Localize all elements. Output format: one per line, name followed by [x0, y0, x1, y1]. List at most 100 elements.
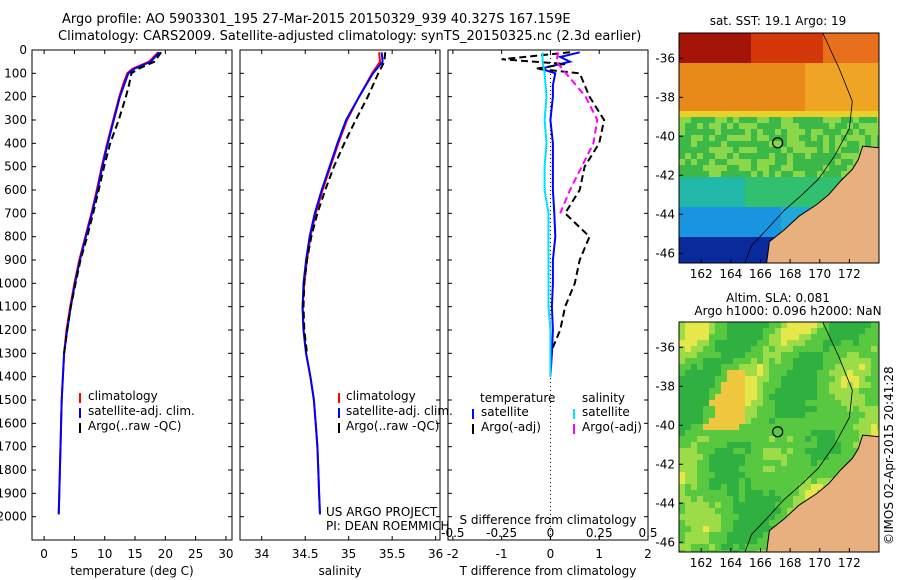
map-cell	[679, 394, 686, 401]
map-cell	[763, 231, 770, 238]
map-cell	[769, 406, 776, 413]
map-cell	[835, 418, 842, 425]
map-cell	[763, 526, 770, 533]
map-cell	[793, 33, 800, 40]
map-cell	[703, 207, 710, 214]
map-cell	[757, 51, 764, 58]
map-cell	[841, 111, 848, 118]
map-cell	[877, 358, 879, 365]
map-cell	[805, 472, 812, 479]
map-cell	[685, 207, 692, 214]
map-cell	[697, 442, 704, 449]
map-cell	[859, 33, 866, 40]
map-cell	[841, 129, 848, 136]
map-cell	[745, 249, 752, 256]
map-cell	[829, 69, 836, 76]
map-cell	[829, 442, 836, 449]
map-cell	[763, 412, 770, 419]
map-cell	[829, 352, 836, 359]
map-cell	[781, 418, 788, 425]
map-cell	[793, 129, 800, 136]
map-cell	[835, 45, 842, 52]
map-cell	[763, 448, 770, 455]
map-cell	[871, 406, 878, 413]
map-cell	[769, 442, 776, 449]
map-cell	[733, 424, 740, 431]
map-cell	[781, 406, 788, 413]
map-cell	[697, 87, 704, 94]
map-cell	[697, 225, 704, 232]
map-cell	[685, 213, 692, 220]
map-cell	[799, 165, 806, 172]
map-cell	[679, 213, 686, 220]
map-cell	[823, 382, 830, 389]
pi-annotation: PI: DEAN ROEMMICH	[326, 519, 449, 533]
map-cell	[793, 370, 800, 377]
map-cell	[751, 544, 758, 551]
map-cell	[871, 45, 878, 52]
map-cell	[721, 328, 728, 335]
map-cell	[703, 159, 710, 166]
difference-series-line	[541, 52, 552, 377]
map-cell	[691, 454, 698, 461]
map-cell	[685, 135, 692, 142]
map-cell	[709, 63, 716, 70]
map-cell	[739, 448, 746, 455]
map-cell	[853, 412, 860, 419]
map-cell	[781, 57, 788, 64]
map-cell	[733, 478, 740, 485]
map-cell	[871, 87, 878, 94]
temperature-series-line	[57, 51, 159, 515]
map-cell	[793, 502, 800, 509]
figure-title-line2: Climatology: CARS2009. Satellite-adjuste…	[58, 29, 642, 44]
map-cell	[799, 201, 806, 208]
map-cell	[859, 63, 866, 70]
map-cell	[751, 159, 758, 166]
map-cell	[685, 484, 692, 491]
map-cell	[775, 153, 782, 160]
map-cell	[739, 237, 746, 244]
map-cell	[739, 177, 746, 184]
map-cell	[733, 436, 740, 443]
map-cell	[697, 370, 704, 377]
map-cell	[709, 448, 716, 455]
map-cell	[685, 111, 692, 118]
map-cell	[769, 129, 776, 136]
map-cell	[715, 538, 722, 545]
map-cell	[769, 358, 776, 365]
map-cell	[721, 346, 728, 353]
map-cell	[715, 544, 722, 551]
map-cell	[751, 550, 758, 552]
map-cell	[703, 123, 710, 130]
map-cell	[715, 213, 722, 220]
map-cell	[877, 135, 879, 142]
map-cell	[697, 99, 704, 106]
map-cell	[787, 189, 794, 196]
map-cell	[787, 412, 794, 419]
map-cell	[757, 237, 764, 244]
map-cell	[799, 406, 806, 413]
difference-series-line	[555, 52, 599, 214]
map-cell	[757, 358, 764, 365]
map-cell	[859, 69, 866, 76]
map-cell	[853, 75, 860, 82]
map-cell	[739, 87, 746, 94]
map-cell	[739, 490, 746, 497]
map-cell	[865, 87, 872, 94]
map-cell	[775, 418, 782, 425]
map-cell	[763, 394, 770, 401]
map-cell	[805, 466, 812, 473]
map-cell	[769, 51, 776, 58]
map-cell	[721, 249, 728, 256]
map-cell	[685, 75, 692, 82]
map-cell	[739, 171, 746, 178]
map-cell	[817, 123, 824, 130]
map-cell	[787, 460, 794, 467]
map-cell	[817, 99, 824, 106]
map-cell	[763, 490, 770, 497]
map-cell	[697, 81, 704, 88]
map-cell	[805, 442, 812, 449]
map-cell	[817, 394, 824, 401]
map-cell	[787, 33, 794, 40]
map-cell	[751, 340, 758, 347]
